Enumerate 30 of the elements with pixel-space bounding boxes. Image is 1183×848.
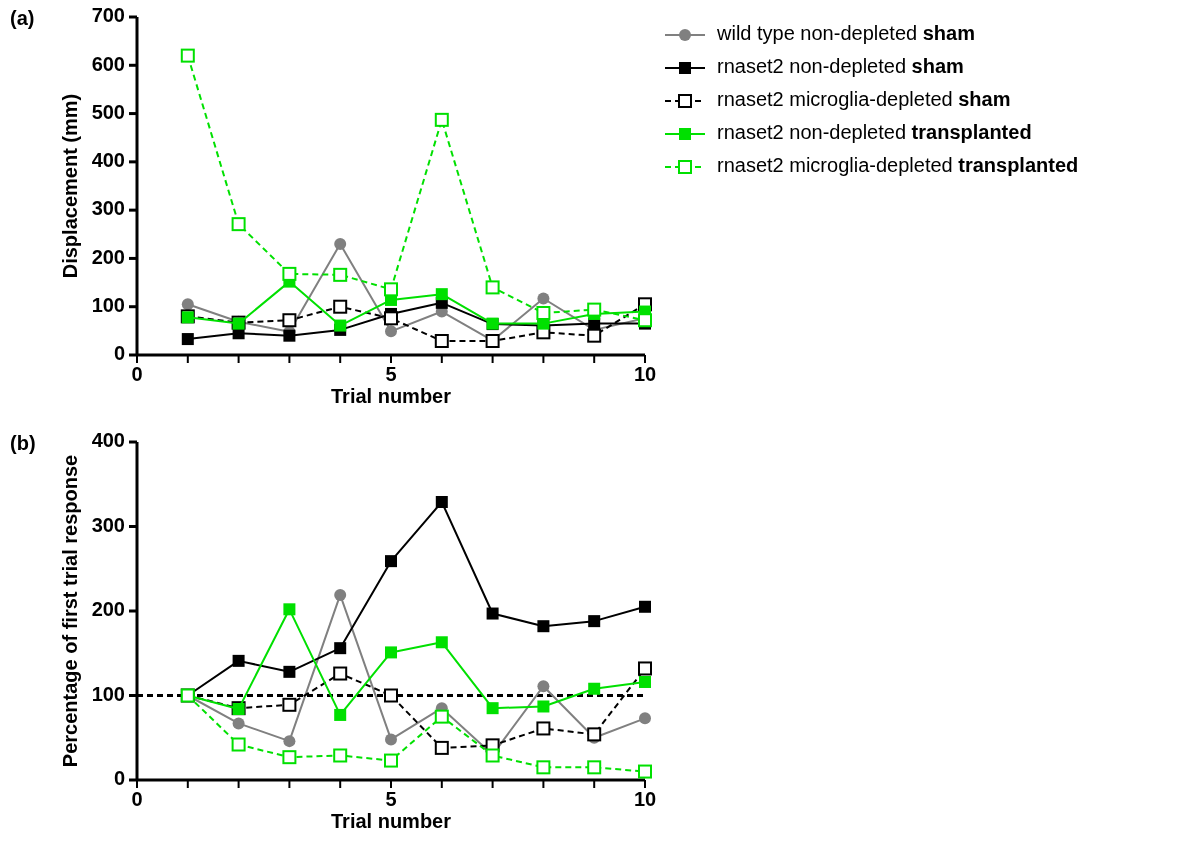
y-tick-label: 100 — [91, 682, 125, 705]
legend-label: rnaset2 non-depleted sham — [717, 55, 964, 78]
legend-label: rnaset2 microglia-depleted transplanted — [717, 154, 1079, 177]
y-axis-title: Percentage of first trial response — [59, 454, 81, 768]
y-tick-label: 300 — [91, 197, 125, 220]
x-tick-label: 0 — [131, 788, 143, 810]
y-tick-label: 700 — [91, 4, 125, 27]
x-axis-title: Trial number — [330, 810, 452, 832]
x-axis-title: Trial number — [330, 385, 452, 407]
y-tick-label: 200 — [91, 598, 125, 621]
y-axis-title: Displacement (mm) — [59, 93, 81, 279]
y-tick-label: 300 — [91, 513, 125, 536]
y-tick-label: 0 — [113, 342, 125, 365]
legend-label: wild type non-depleted sham — [716, 22, 975, 45]
y-tick-label: 400 — [91, 429, 125, 452]
x-tick-label: 10 — [633, 788, 657, 810]
x-tick-label: 5 — [385, 788, 397, 810]
text: (a) — [10, 7, 35, 29]
y-tick-label: 200 — [91, 245, 125, 268]
x-tick-label: 0 — [131, 363, 143, 385]
text: (b) — [10, 432, 36, 454]
y-tick-label: 600 — [91, 52, 125, 75]
y-tick-label: 400 — [91, 149, 125, 172]
y-tick-label: 100 — [91, 294, 125, 316]
x-tick-label: 5 — [385, 363, 397, 385]
y-tick-label: 500 — [91, 100, 125, 123]
y-tick-label: 0 — [113, 767, 125, 790]
x-tick-label: 10 — [633, 363, 657, 385]
legend-label: rnaset2 non-depleted transplanted — [717, 121, 1032, 144]
legend-label: rnaset2 microglia-depleted sham — [717, 88, 1011, 111]
